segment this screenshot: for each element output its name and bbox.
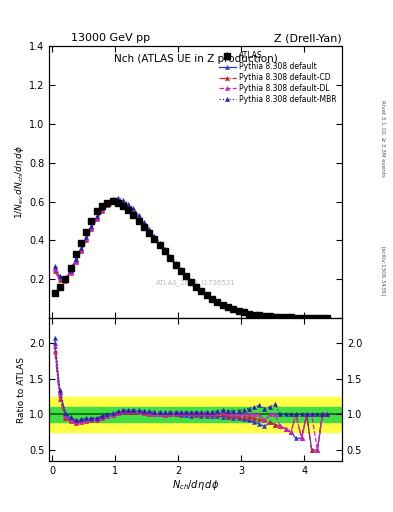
Pythia 8.308 default-MBR xyxy=(220,301,225,307)
Pythia 8.308 default-MBR xyxy=(236,308,241,314)
Y-axis label: $1/N_{ev}\,dN_{ch}/d\eta\,d\phi$: $1/N_{ev}\,dN_{ch}/d\eta\,d\phi$ xyxy=(13,145,26,219)
Pythia 8.308 default-CD xyxy=(325,315,330,321)
Pythia 8.308 default-DL xyxy=(236,308,241,314)
Pythia 8.308 default xyxy=(131,207,136,214)
Text: [arXiv:1306.3436]: [arXiv:1306.3436] xyxy=(381,246,386,296)
Pythia 8.308 default-DL xyxy=(52,266,57,272)
Pythia 8.308 default-MBR xyxy=(116,195,120,201)
Text: Z (Drell-Yan): Z (Drell-Yan) xyxy=(274,33,342,44)
Text: ATLAS_2019_I1736531: ATLAS_2019_I1736531 xyxy=(156,279,235,286)
Pythia 8.308 default-DL xyxy=(325,315,330,321)
Pythia 8.308 default-MBR xyxy=(268,313,272,319)
Pythia 8.308 default xyxy=(116,197,120,203)
Pythia 8.308 default-CD xyxy=(236,308,241,314)
Pythia 8.308 default-CD xyxy=(309,315,314,321)
Pythia 8.308 default-CD xyxy=(268,314,272,320)
Pythia 8.308 default-MBR xyxy=(52,263,57,269)
Text: 13000 GeV pp: 13000 GeV pp xyxy=(71,33,150,44)
X-axis label: $N_{ch}/d\eta\,d\phi$: $N_{ch}/d\eta\,d\phi$ xyxy=(172,478,219,493)
Pythia 8.308 default xyxy=(309,315,314,321)
Pythia 8.308 default-MBR xyxy=(325,315,330,321)
Pythia 8.308 default xyxy=(268,314,272,320)
Text: Nch (ATLAS UE in Z production): Nch (ATLAS UE in Z production) xyxy=(114,54,277,64)
Pythia 8.308 default-DL xyxy=(231,306,235,312)
Pythia 8.308 default xyxy=(220,303,225,309)
Pythia 8.308 default-CD xyxy=(220,302,225,308)
Line: Pythia 8.308 default-DL: Pythia 8.308 default-DL xyxy=(53,198,329,320)
Pythia 8.308 default-CD xyxy=(215,299,220,305)
Pythia 8.308 default xyxy=(231,307,235,313)
Pythia 8.308 default-CD xyxy=(231,306,235,312)
Pythia 8.308 default xyxy=(52,265,57,271)
Pythia 8.308 default-MBR xyxy=(131,205,136,211)
Pythia 8.308 default-MBR xyxy=(320,315,325,321)
Pythia 8.308 default-CD xyxy=(52,268,57,274)
Pythia 8.308 default-DL xyxy=(131,207,136,214)
Pythia 8.308 default xyxy=(236,308,241,314)
Y-axis label: Ratio to ATLAS: Ratio to ATLAS xyxy=(17,356,26,422)
Pythia 8.308 default-DL xyxy=(315,315,320,321)
Pythia 8.308 default-DL xyxy=(215,298,220,305)
Pythia 8.308 default-MBR xyxy=(215,298,220,305)
Pythia 8.308 default-MBR xyxy=(231,306,235,312)
Legend: ATLAS, Pythia 8.308 default, Pythia 8.308 default-CD, Pythia 8.308 default-DL, P: ATLAS, Pythia 8.308 default, Pythia 8.30… xyxy=(218,50,338,105)
Text: Rivet 3.1.10, ≥ 3.3M events: Rivet 3.1.10, ≥ 3.3M events xyxy=(381,100,386,177)
Pythia 8.308 default-CD xyxy=(131,208,136,215)
Pythia 8.308 default-DL xyxy=(268,313,272,319)
Pythia 8.308 default-CD xyxy=(116,198,120,204)
Pythia 8.308 default-DL xyxy=(116,197,120,203)
Line: Pythia 8.308 default-CD: Pythia 8.308 default-CD xyxy=(53,199,329,320)
Line: Pythia 8.308 default: Pythia 8.308 default xyxy=(53,198,329,320)
Pythia 8.308 default xyxy=(325,315,330,321)
Pythia 8.308 default-DL xyxy=(220,302,225,308)
Line: Pythia 8.308 default-MBR: Pythia 8.308 default-MBR xyxy=(53,196,329,320)
Pythia 8.308 default xyxy=(215,300,220,306)
